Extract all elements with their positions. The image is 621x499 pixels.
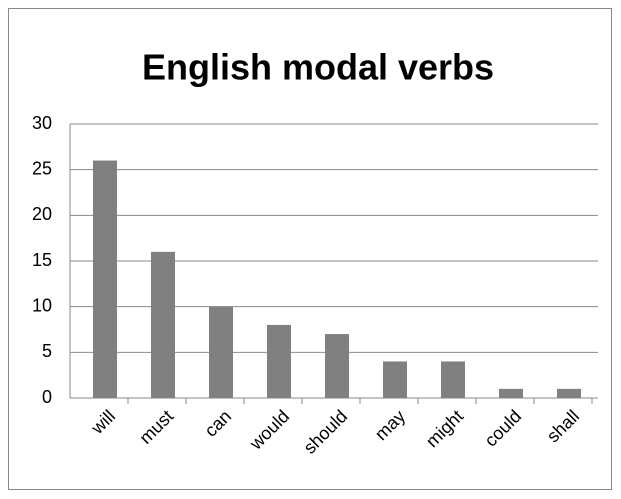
bar — [151, 251, 175, 398]
bar — [441, 361, 465, 398]
y-tick-label: 0 — [42, 387, 52, 407]
bar — [325, 334, 349, 398]
bar — [383, 361, 407, 398]
bar — [557, 388, 581, 398]
bar — [267, 324, 291, 398]
y-tick-label: 15 — [32, 250, 52, 270]
bar — [209, 306, 233, 398]
bar — [93, 160, 117, 398]
y-tick-label: 5 — [42, 341, 52, 361]
y-tick-label: 25 — [32, 158, 52, 178]
y-tick-label: 20 — [32, 204, 52, 224]
y-tick-label: 10 — [32, 295, 52, 315]
chart-title: English modal verbs — [142, 47, 494, 88]
bar — [499, 388, 523, 398]
y-tick-label: 30 — [32, 113, 52, 133]
